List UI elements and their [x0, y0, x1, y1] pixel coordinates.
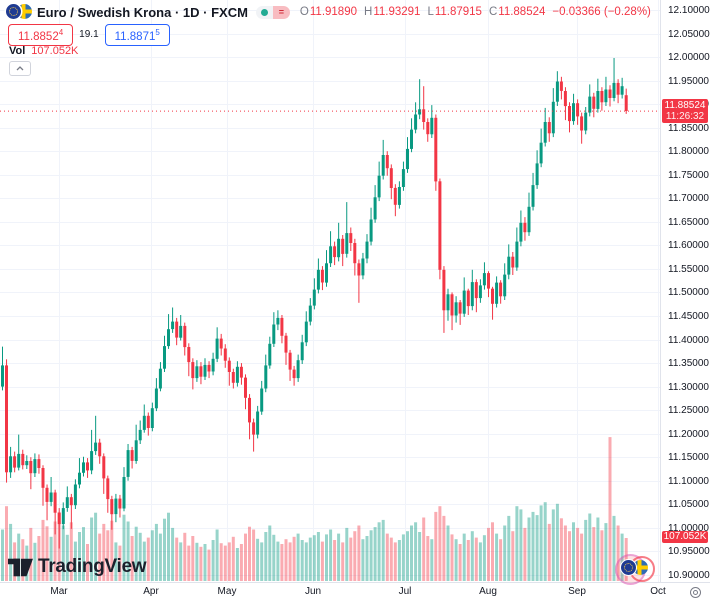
- change-value: −0.03366 (−0.28%): [552, 6, 651, 18]
- equals-pill-icon: =: [272, 5, 290, 19]
- volume-axis-label: 107.052K: [662, 530, 708, 543]
- volume-value: 107.052K: [31, 45, 79, 57]
- last-price-value: 11.88524: [664, 100, 706, 112]
- price-scale[interactable]: 11.88524 11:26:32 107.052K 12.10000 12.05…: [660, 0, 710, 582]
- price-tick-label: 11.20000: [668, 428, 709, 440]
- close-label: C: [488, 6, 498, 18]
- tradingview-logo-icon: [8, 558, 33, 576]
- price-tick-label: 12.00000: [668, 52, 710, 64]
- close-value: 11.88524: [498, 6, 546, 18]
- high-label: H: [364, 6, 373, 18]
- price-tick-label: 11.35000: [668, 358, 709, 370]
- open-value: 11.91890: [309, 6, 357, 18]
- price-tick-label: 12.05000: [668, 28, 710, 40]
- spread-value: 19.1: [79, 29, 99, 41]
- market-status-pills[interactable]: =: [255, 5, 290, 19]
- open-label: O: [299, 6, 309, 18]
- volume-legend: Vol 107.052K: [9, 45, 78, 57]
- sell-button[interactable]: 11.88524: [8, 24, 74, 46]
- price-tick-label: 10.90000: [668, 569, 710, 581]
- low-value: 11.87915: [434, 6, 482, 18]
- time-tick-label: Jun: [304, 586, 322, 597]
- market-status-dot-icon: [255, 5, 273, 19]
- time-scale[interactable]: Mar Apr May Jun Jul Aug Sep Oct: [0, 582, 710, 600]
- last-price-label: 11.88524 11:26:32: [662, 99, 708, 124]
- symbol-logo: [6, 4, 33, 20]
- candlestick-chart[interactable]: [0, 0, 660, 582]
- time-tick-label: Sep: [568, 586, 586, 597]
- time-tick-label: Oct: [650, 586, 666, 597]
- price-tick-label: 11.80000: [668, 146, 709, 158]
- low-label: L: [427, 6, 434, 18]
- price-tick-label: 11.70000: [668, 193, 709, 205]
- collapse-legend-button[interactable]: [9, 61, 31, 76]
- chevron-up-icon: [16, 66, 24, 71]
- eu-flag-icon: [6, 4, 21, 19]
- symbol-title[interactable]: Euro / Swedish Krona · 1D · FXCM: [37, 4, 248, 20]
- price-tick-label: 11.30000: [668, 381, 709, 393]
- watermark-text: TradingView: [38, 556, 147, 577]
- time-tick-label: Jul: [398, 586, 412, 597]
- bar-countdown: 11:26:32: [665, 111, 705, 123]
- scale-mode-icon[interactable]: [690, 587, 701, 598]
- ohlc-legend: O11.91890 H11.93291 L11.87915 C11.88524 …: [300, 6, 651, 18]
- price-tick-label: 11.50000: [668, 287, 709, 299]
- price-tick-label: 11.00000: [668, 522, 709, 534]
- price-tick-label: 11.65000: [668, 216, 709, 228]
- price-tick-label: 12.10000: [668, 4, 710, 16]
- price-tick-label: 11.05000: [668, 499, 709, 511]
- price-tick-label: 11.40000: [668, 334, 709, 346]
- price-tick-label: 11.85000: [668, 122, 709, 134]
- price-tick-label: 11.60000: [668, 240, 709, 252]
- sweden-flag-icon: [633, 560, 648, 575]
- price-tick-label: 11.45000: [668, 310, 709, 322]
- sweden-flag-icon: [17, 4, 32, 19]
- high-value: 11.93291: [373, 6, 421, 18]
- eu-flag-icon: [621, 560, 636, 575]
- price-tick-label: 10.95000: [668, 546, 710, 558]
- time-tick-label: May: [217, 586, 237, 597]
- price-tick-label: 11.75000: [668, 169, 709, 181]
- instrument-logo[interactable]: [613, 554, 655, 585]
- price-tick-label: 11.55000: [668, 263, 709, 275]
- time-tick-label: Apr: [143, 586, 159, 597]
- time-tick-label: Mar: [50, 586, 68, 597]
- price-tick-label: 11.95000: [668, 75, 709, 87]
- price-tick-label: 11.25000: [668, 405, 709, 417]
- price-tick-label: 11.10000: [668, 475, 709, 487]
- price-tick-label: 11.15000: [668, 452, 709, 464]
- buy-button[interactable]: 11.88715: [104, 24, 170, 46]
- tradingview-watermark: TradingView: [8, 556, 147, 578]
- volume-label: Vol: [9, 45, 26, 57]
- time-tick-label: Aug: [479, 586, 497, 597]
